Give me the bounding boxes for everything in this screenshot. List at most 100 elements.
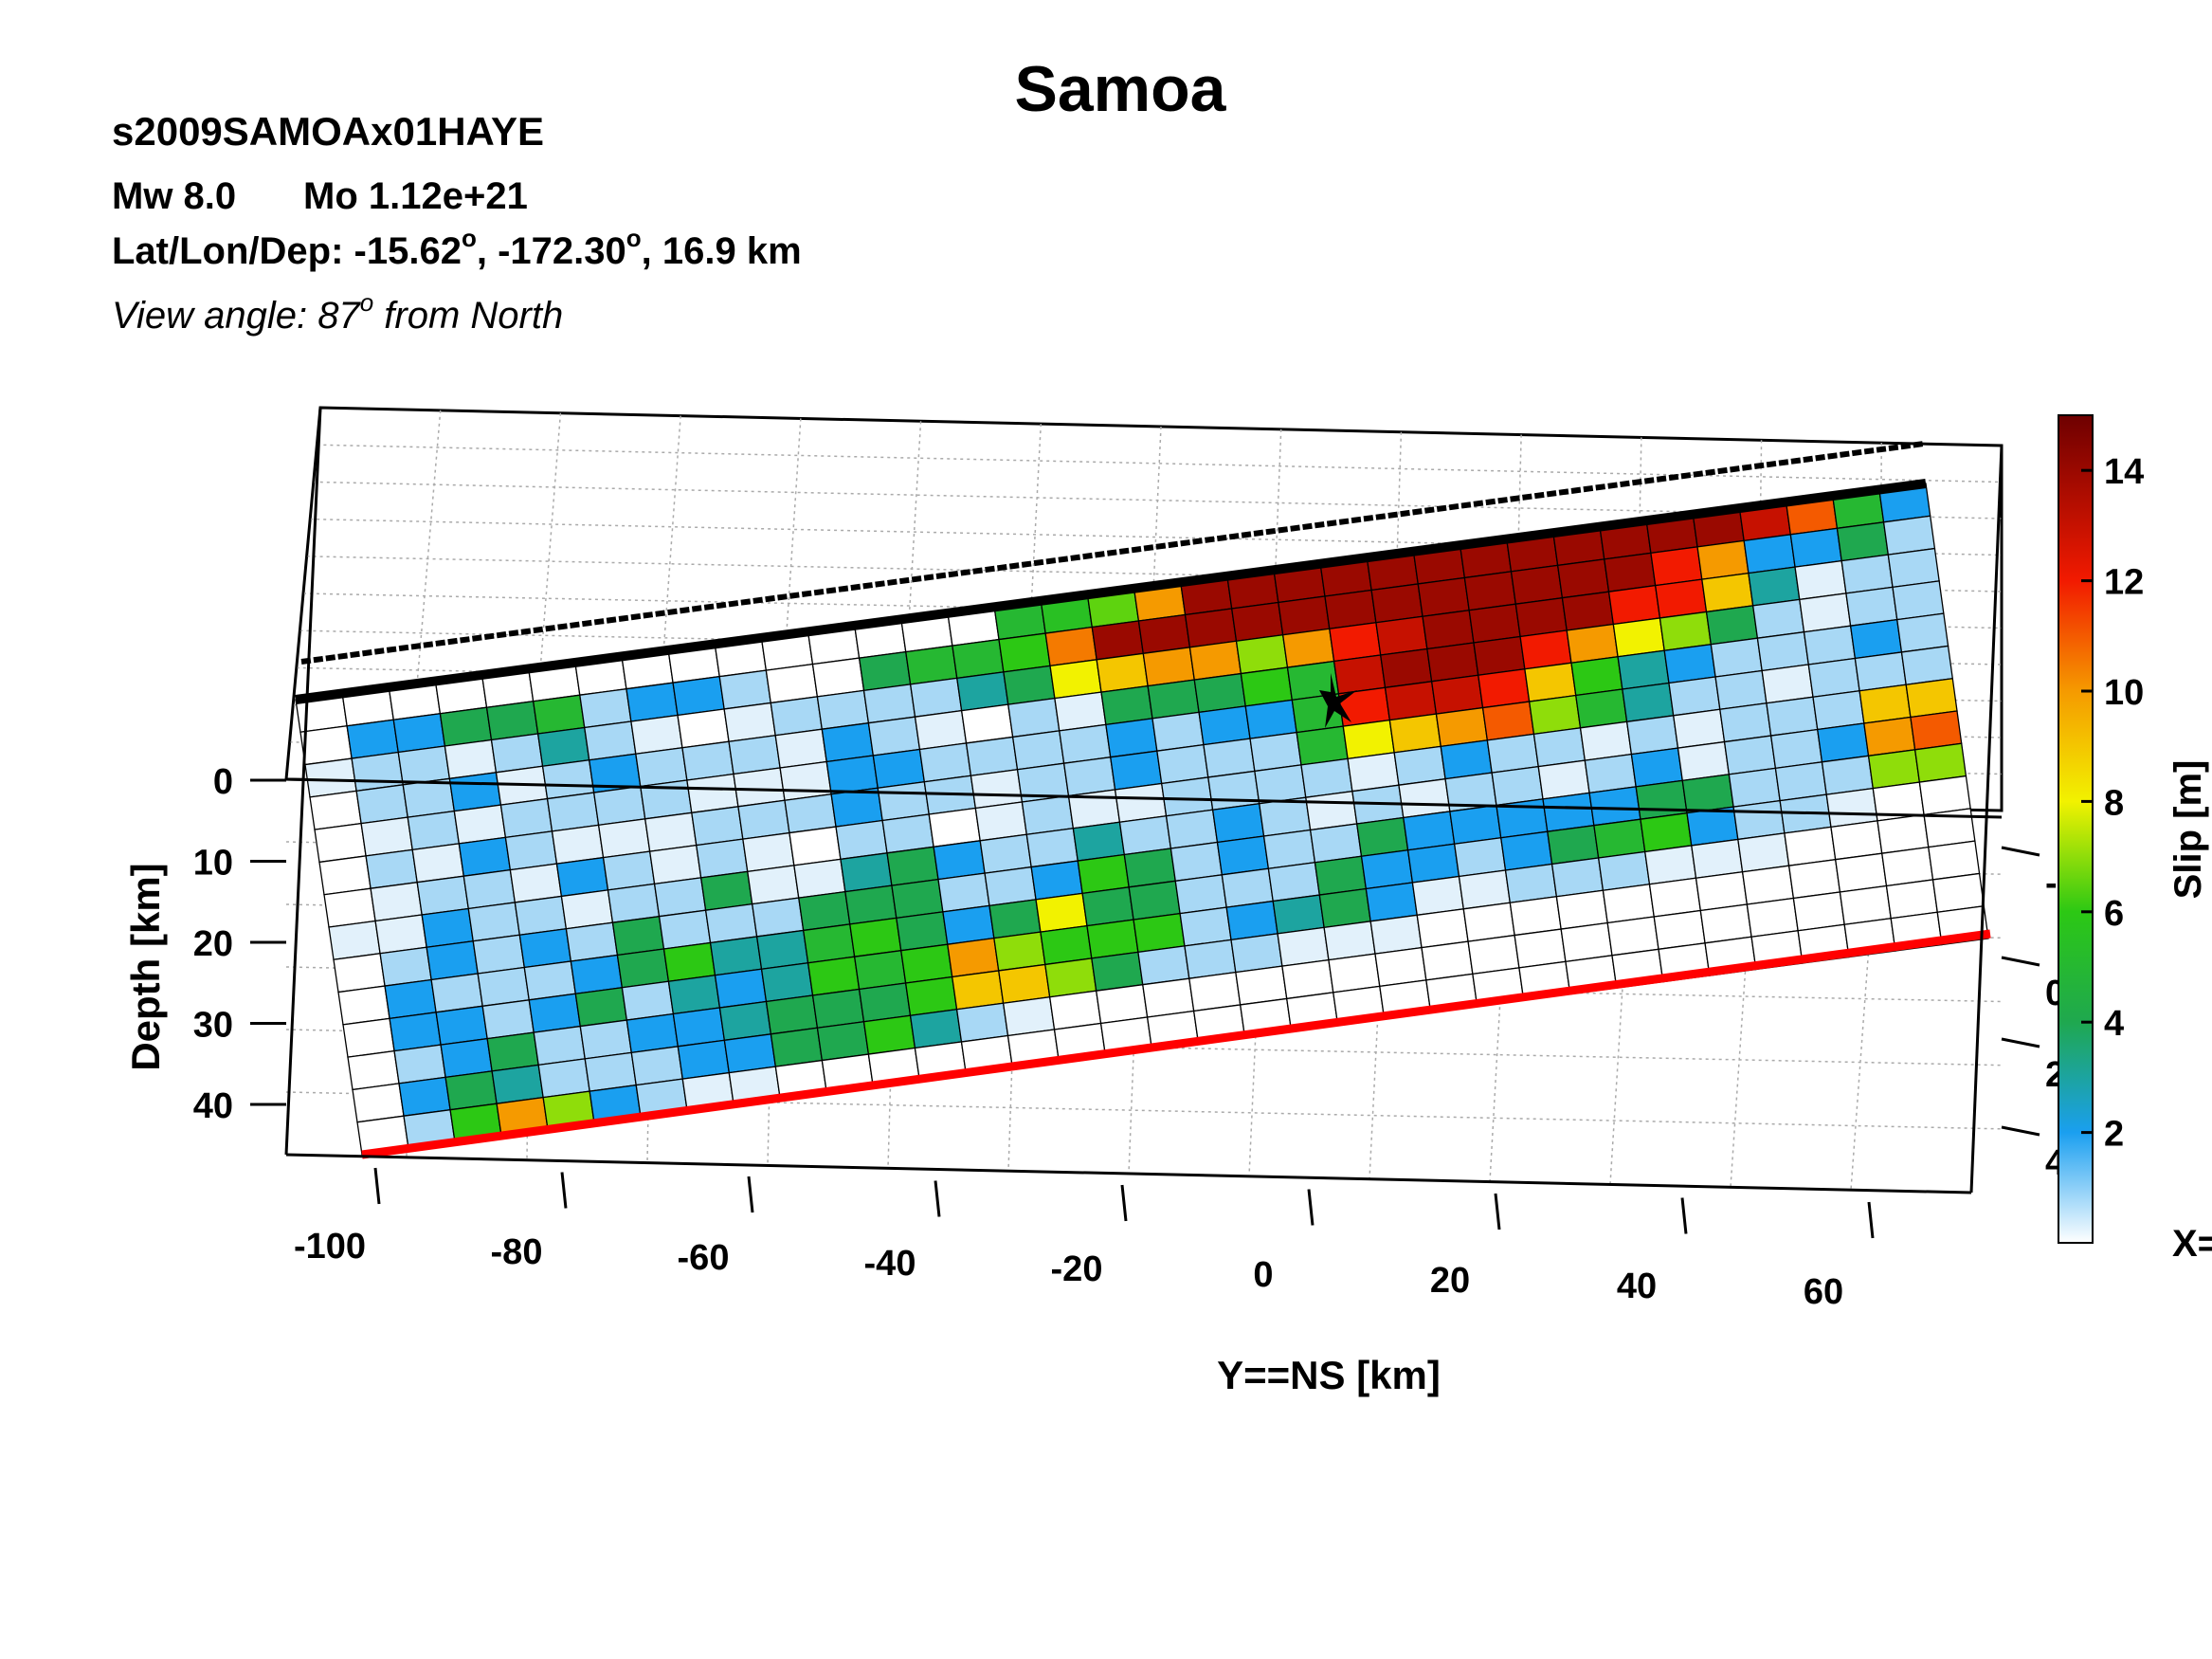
slip-cell	[1160, 776, 1214, 817]
slip-cell	[662, 941, 716, 982]
slip-cell	[974, 801, 1028, 842]
slip-cell	[681, 740, 734, 781]
slip-cell	[1537, 759, 1590, 800]
slip-cell	[1491, 765, 1544, 807]
moment-magnitude: Mw 8.0	[112, 175, 236, 217]
slip-cell	[1281, 628, 1335, 668]
slip-cell	[1137, 613, 1191, 655]
slip-cell	[1207, 770, 1260, 811]
hypocenter-marker	[1319, 673, 1357, 728]
slip-cell	[896, 911, 949, 952]
slip-cell	[1100, 684, 1153, 726]
slip-cell	[1091, 951, 1144, 992]
slip-cell	[439, 706, 493, 747]
slip-cell	[1388, 713, 1441, 754]
slip-cell	[523, 960, 577, 1001]
slip-cell	[811, 988, 865, 1030]
slip-cell	[1910, 710, 1963, 751]
slip-cell	[811, 657, 865, 698]
slip-cell	[956, 671, 1009, 712]
slip-cell	[1542, 792, 1595, 832]
slip-cell	[1422, 609, 1475, 650]
slip-cell	[1566, 623, 1619, 664]
slip-cell	[1225, 900, 1278, 941]
slip-cell	[1579, 720, 1633, 761]
x-tick-label: -40	[864, 1244, 916, 1284]
slip-cell	[611, 915, 665, 957]
location-prefix: Lat/Lon/Dep:	[112, 230, 354, 272]
slip-cell	[1696, 539, 1750, 580]
x-tick-mark	[1494, 1193, 1501, 1231]
x-axis-label: Y==NS [km]	[1217, 1353, 1441, 1397]
slip-cell	[536, 726, 590, 768]
slip-cell	[1830, 820, 1883, 861]
slip-cell	[1653, 909, 1706, 951]
slip-cell	[1142, 977, 1195, 1018]
slip-cell	[1701, 572, 1754, 613]
slip-cell	[1648, 877, 1702, 918]
slip-cell	[1309, 823, 1363, 864]
slip-cell	[1040, 924, 1093, 966]
slip-cell	[1417, 576, 1470, 617]
slip-cell	[1169, 841, 1224, 883]
slip-cell	[1556, 558, 1610, 599]
slip-cell	[485, 700, 539, 741]
depth-tick-label: 40	[193, 1086, 233, 1126]
slip-cell	[905, 645, 958, 685]
slip-cell	[1300, 757, 1353, 798]
slip-cell	[691, 806, 744, 847]
slip-cell	[802, 923, 856, 964]
right-tick-mark	[2001, 1125, 2040, 1137]
slip-cell	[1188, 640, 1242, 681]
slip-cell	[1769, 728, 1823, 770]
slip-cell	[1411, 875, 1465, 917]
depth-tick-label: 10	[193, 844, 233, 884]
slip-cell	[1705, 605, 1759, 646]
colorbar-tick-label: 4	[2104, 1004, 2124, 1044]
slip-cell	[951, 970, 1005, 1011]
depth-text: , 16.9 km	[642, 230, 802, 272]
slip-cell	[435, 1005, 488, 1046]
slip-cell	[1839, 884, 1892, 925]
x-tick-label: -60	[678, 1238, 730, 1278]
slip-cell	[1324, 589, 1377, 629]
slip-cell	[1473, 635, 1526, 677]
slip-cell	[1550, 857, 1605, 898]
slip-cell	[635, 747, 688, 788]
slip-cell	[1091, 620, 1145, 661]
slip-cell	[844, 884, 897, 925]
colorbar-label: Slip [m]	[2167, 760, 2209, 900]
slip-cell	[1198, 705, 1251, 746]
slip-cell	[1393, 745, 1446, 786]
slip-cell	[1430, 674, 1484, 715]
slip-cell	[1510, 564, 1564, 605]
slip-cell	[1147, 679, 1200, 720]
slip-cell	[1081, 886, 1134, 927]
slip-cell	[793, 858, 846, 899]
slip-cell	[970, 768, 1024, 810]
slip-cell	[541, 759, 595, 800]
slip-cell	[877, 781, 930, 822]
slip-cell	[421, 907, 474, 948]
slip-cell	[644, 811, 698, 852]
slip-cell	[1794, 559, 1847, 601]
slip-cell	[1403, 811, 1456, 851]
slip-cell	[765, 994, 819, 1035]
slip-cell	[723, 702, 776, 742]
box-right-edge	[1969, 445, 2003, 1194]
colorbar-tick-label: 12	[2104, 563, 2144, 603]
slip-cell	[928, 807, 981, 848]
slip-cell	[1728, 767, 1781, 808]
slip-cell	[1524, 662, 1577, 702]
slip-cell	[1602, 884, 1655, 924]
back-gridline	[775, 418, 802, 789]
slip-cell	[1695, 870, 1749, 912]
slip-cell	[448, 772, 502, 812]
slip-cell	[1114, 782, 1168, 823]
slip-cell	[1329, 622, 1382, 663]
slip-cell	[1918, 775, 1971, 816]
slip-cell	[533, 1025, 586, 1066]
x-tick-mark	[560, 1172, 568, 1209]
slip-cell	[853, 949, 907, 991]
slip-cell	[704, 902, 758, 944]
